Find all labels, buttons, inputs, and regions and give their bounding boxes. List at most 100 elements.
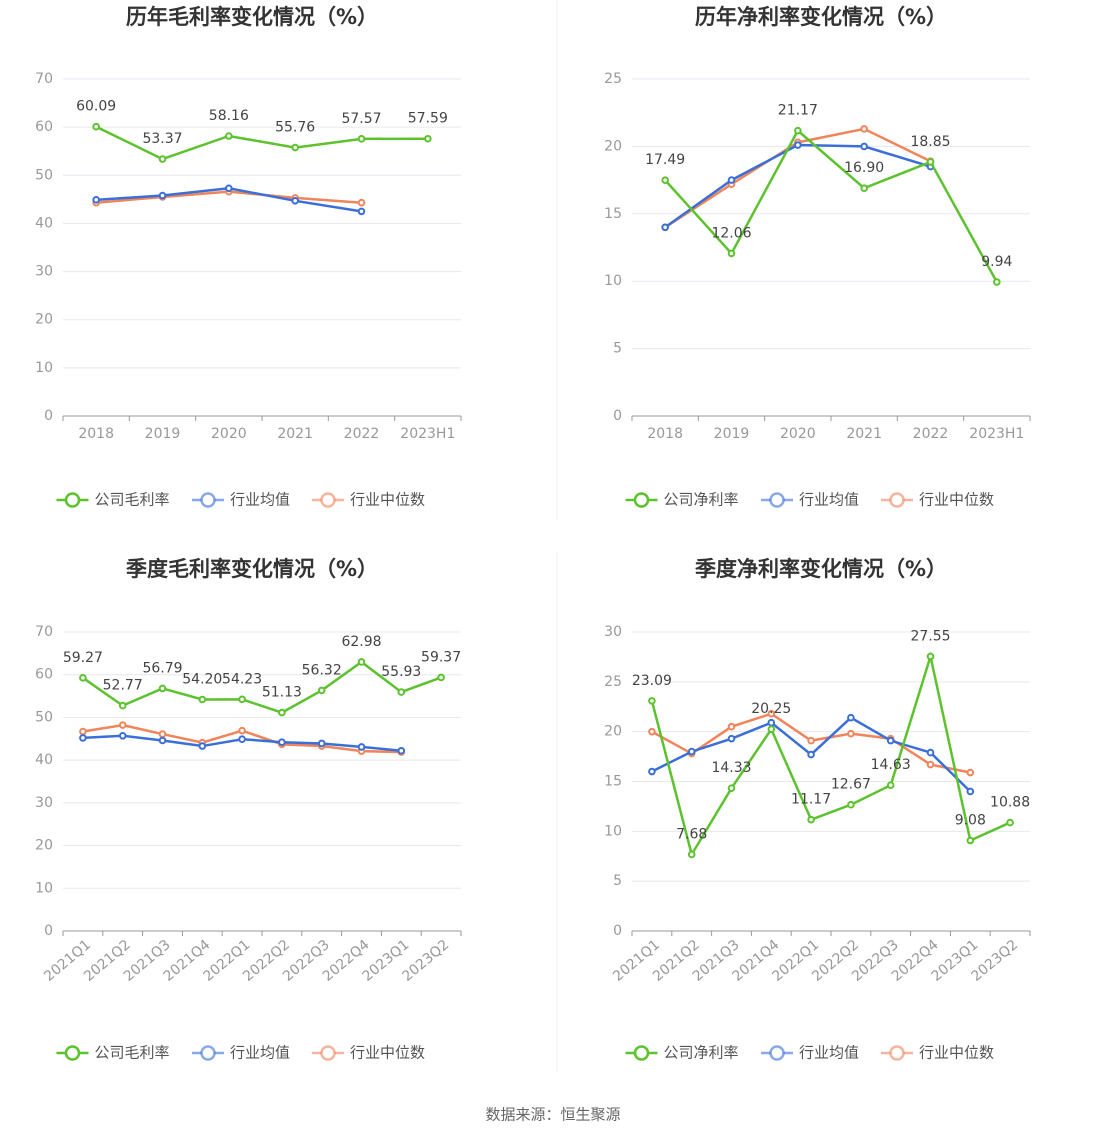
point <box>158 730 167 738</box>
y-tick-label: 15 <box>604 774 622 790</box>
point <box>767 718 776 727</box>
x-tick-label: 2021 <box>277 426 313 442</box>
point <box>727 722 736 731</box>
x-tick-label: 2022 <box>344 426 380 442</box>
point <box>225 132 233 140</box>
legend-marker <box>64 492 81 508</box>
data-label: 17.49 <box>645 152 685 168</box>
x-tick-label: 2019 <box>145 426 181 442</box>
point <box>118 721 127 729</box>
point <box>158 191 167 200</box>
chart-title: 季度毛利率变化情况（%） <box>126 557 378 581</box>
x-tick-label: 2018 <box>78 426 114 442</box>
point <box>926 748 935 757</box>
legend-marker <box>200 1045 216 1061</box>
point <box>767 725 776 733</box>
point <box>966 768 975 777</box>
point <box>238 726 246 735</box>
point <box>807 750 815 759</box>
point <box>238 695 246 704</box>
x-tick-label: 2020 <box>780 426 816 442</box>
y-tick-label: 30 <box>604 624 622 640</box>
data-label: 12.67 <box>831 777 871 793</box>
y-tick-label: 25 <box>604 71 622 87</box>
x-tick-label: 2019 <box>714 426 750 442</box>
data-label: 57.57 <box>341 111 381 127</box>
legend-label: 行业中位数 <box>919 491 994 509</box>
legend-marker <box>633 492 650 508</box>
point <box>437 673 445 682</box>
y-tick-label: 0 <box>44 408 53 424</box>
y-tick-label: 25 <box>604 674 622 690</box>
data-label: 52.77 <box>103 678 143 694</box>
point <box>198 742 207 750</box>
point <box>291 197 299 205</box>
legend-label: 行业均值 <box>230 1044 290 1062</box>
legend-marker <box>889 492 905 508</box>
y-tick-label: 20 <box>604 138 622 154</box>
point <box>860 142 868 151</box>
data-label: 12.06 <box>711 225 751 241</box>
point <box>291 143 299 152</box>
legend-label: 行业中位数 <box>919 1044 994 1062</box>
point <box>886 736 895 745</box>
x-tick-label: 2018 <box>647 426 683 442</box>
y-tick-label: 30 <box>35 795 53 811</box>
legend-label: 公司净利率 <box>664 1044 739 1062</box>
point <box>727 734 736 743</box>
legend-marker <box>633 1045 650 1061</box>
y-tick-label: 10 <box>35 880 53 896</box>
data-label: 51.13 <box>262 685 302 701</box>
y-tick-label: 30 <box>35 264 53 280</box>
point <box>158 155 167 163</box>
point <box>966 836 975 845</box>
y-tick-label: 0 <box>44 923 53 939</box>
series-line <box>95 125 428 161</box>
legend-marker <box>769 492 785 508</box>
data-label: 16.90 <box>844 160 884 176</box>
data-label: 58.16 <box>209 108 249 124</box>
data-label: 21.17 <box>778 103 818 119</box>
point <box>767 709 776 718</box>
legend-label: 公司毛利率 <box>95 1044 170 1062</box>
point <box>648 697 656 705</box>
point <box>860 125 868 133</box>
point <box>225 184 233 193</box>
data-label: 53.37 <box>142 131 182 147</box>
point <box>397 746 406 755</box>
y-tick-label: 10 <box>604 823 622 839</box>
legend-label: 行业均值 <box>799 491 859 509</box>
y-tick-label: 15 <box>604 206 622 222</box>
y-tick-label: 60 <box>35 119 53 135</box>
data-label: 56.32 <box>302 662 342 678</box>
legend-marker <box>64 1045 81 1061</box>
chart-title: 历年毛利率变化情况（%） <box>126 5 378 29</box>
point <box>807 815 815 824</box>
legend-label: 行业中位数 <box>350 1044 425 1062</box>
data-label: 57.59 <box>408 111 448 127</box>
series-line <box>650 651 1011 858</box>
point <box>357 135 366 143</box>
y-tick-label: 70 <box>35 71 53 87</box>
point <box>1006 818 1014 827</box>
data-label: 59.37 <box>421 649 461 665</box>
point <box>648 767 656 776</box>
data-label: 55.93 <box>381 664 421 680</box>
y-tick-label: 20 <box>604 724 622 740</box>
data-label: 9.08 <box>955 813 986 829</box>
data-label: 54.20 <box>182 671 222 687</box>
point <box>727 784 736 792</box>
y-tick-label: 50 <box>35 167 53 183</box>
y-tick-label: 50 <box>35 709 53 725</box>
legend-label: 公司净利率 <box>664 491 739 509</box>
series-line <box>82 660 442 714</box>
point <box>118 731 127 740</box>
y-tick-label: 70 <box>35 624 53 640</box>
y-tick-label: 0 <box>613 923 622 939</box>
point <box>397 688 406 696</box>
point <box>317 739 326 748</box>
point <box>661 223 669 232</box>
point <box>278 708 286 717</box>
point <box>648 727 656 736</box>
point <box>357 207 366 216</box>
